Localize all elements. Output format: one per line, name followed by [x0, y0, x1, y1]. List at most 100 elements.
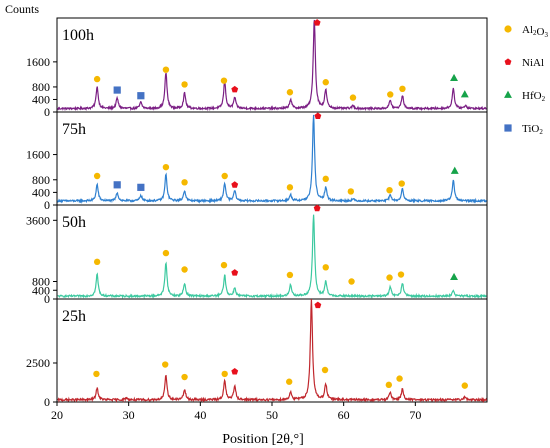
- nial-marker: [231, 269, 239, 276]
- al2o3-marker: [396, 375, 403, 382]
- al2o3-marker: [399, 85, 406, 93]
- al2o3-marker: [181, 179, 188, 186]
- al2o3-marker: [397, 271, 405, 278]
- al2o3-marker: [386, 274, 393, 281]
- hfo2-marker: [460, 90, 469, 98]
- x-tick-label: 70: [409, 408, 421, 422]
- xrd-pattern-25h: [57, 298, 487, 404]
- y-tick-label: 400: [32, 92, 50, 106]
- x-tick-label: 50: [266, 408, 278, 422]
- x-axis-label: Position [2θ,°]: [222, 432, 304, 447]
- al2o3-marker: [322, 175, 329, 183]
- nial-marker: [313, 19, 321, 26]
- legend-entry-nial: NiAl: [504, 57, 544, 69]
- xrd-pattern-100h: [57, 19, 487, 112]
- al2o3-marker: [286, 378, 293, 385]
- x-tick-label: 60: [338, 408, 350, 422]
- tio2-marker: [137, 183, 145, 191]
- al2o3-marker: [386, 186, 393, 194]
- panel-label: 75h: [62, 121, 86, 138]
- hfo2-marker: [450, 166, 459, 174]
- x-tick-label: 40: [194, 408, 206, 422]
- y-tick-label: 0: [44, 292, 50, 306]
- al2o3-marker: [348, 278, 355, 285]
- nial-marker: [231, 85, 239, 93]
- legend-label: TiO2: [522, 123, 543, 136]
- y-tick-label: 400: [32, 283, 50, 297]
- x-tick-label: 30: [123, 408, 135, 422]
- y-tick-label: 1600: [26, 55, 50, 69]
- al2o3-marker: [221, 370, 228, 378]
- legend-entry-tio2: TiO2: [504, 123, 543, 136]
- y-axis-label: Counts: [5, 2, 39, 16]
- y-tick-label: 400: [32, 185, 50, 199]
- legend-label: NiAl: [522, 57, 544, 69]
- al2o3-marker: [220, 261, 228, 269]
- al2o3-marker: [322, 79, 329, 86]
- y-tick-label: 800: [32, 80, 50, 94]
- panel-label: 50h: [62, 214, 86, 231]
- x-tick-label: 20: [51, 408, 63, 422]
- tio2-marker: [113, 181, 121, 189]
- hfo2-marker: [450, 272, 458, 281]
- y-tick-label: 2500: [26, 356, 50, 370]
- tio2-marker: [113, 86, 121, 94]
- al2o3-marker: [93, 172, 101, 180]
- al2o3-marker: [286, 184, 294, 191]
- y-tick-label: 1600: [26, 148, 50, 162]
- al2o3-marker: [385, 381, 393, 389]
- panels: 04008001600100h0400800160075h04008003600…: [26, 17, 488, 409]
- al2o3-marker: [181, 266, 188, 273]
- xrd-pattern-75h: [57, 114, 487, 204]
- panel-frame: [56, 111, 488, 206]
- nial-marker: [231, 181, 239, 188]
- y-tick-label: 800: [32, 173, 50, 187]
- al2o3-marker: [181, 81, 188, 88]
- legend-entry-hfo2: HfO2: [504, 90, 546, 103]
- al2o3-marker: [162, 249, 170, 257]
- panel-label: 100h: [62, 27, 94, 44]
- legend: Al2O3 NiAl HfO2 TiO2: [504, 24, 548, 136]
- al2o3-marker: [93, 258, 101, 266]
- hfo2-marker: [450, 73, 458, 82]
- al2o3-marker: [93, 370, 100, 378]
- nial-legend-marker: [504, 58, 512, 65]
- al2o3-marker: [349, 94, 357, 101]
- panel-frame: [56, 298, 488, 403]
- y-tick-label: 0: [44, 198, 50, 212]
- al2o3-marker: [162, 66, 170, 73]
- y-tick-label: 3600: [26, 213, 50, 227]
- nial-marker: [313, 204, 321, 212]
- al2o3-marker: [286, 89, 294, 96]
- legend-label: Al2O3: [522, 24, 548, 39]
- panel-frame: [56, 204, 488, 300]
- legend-label: HfO2: [522, 90, 546, 103]
- nial-marker: [231, 367, 239, 375]
- al2o3-marker: [162, 361, 169, 368]
- nial-marker: [314, 112, 322, 120]
- nial-marker: [314, 301, 322, 309]
- al2o3-marker: [221, 172, 228, 180]
- al2o3-marker: [322, 264, 329, 271]
- al2o3-marker: [398, 180, 405, 187]
- al2o3-marker: [387, 91, 394, 98]
- panel-25h: 0 2500 25h: [26, 298, 488, 409]
- al2o3-marker: [321, 366, 329, 374]
- x-axis: 20 30 40 50 60 70: [51, 402, 421, 422]
- y-tick-label: 0: [44, 395, 50, 409]
- al2o3-marker: [461, 382, 468, 389]
- tio2-legend-marker: [504, 124, 512, 132]
- hfo2-legend-marker: [504, 90, 512, 98]
- y-tick-label: 0: [44, 105, 50, 119]
- xrd-pattern-50h: [57, 214, 487, 300]
- panel-label: 25h: [62, 308, 86, 325]
- al2o3-marker: [162, 163, 170, 171]
- tio2-marker: [137, 92, 145, 100]
- al2o3-marker: [93, 75, 101, 83]
- panel-frame: [56, 17, 488, 113]
- al2o3-marker: [181, 373, 188, 381]
- al2o3-marker: [286, 271, 294, 279]
